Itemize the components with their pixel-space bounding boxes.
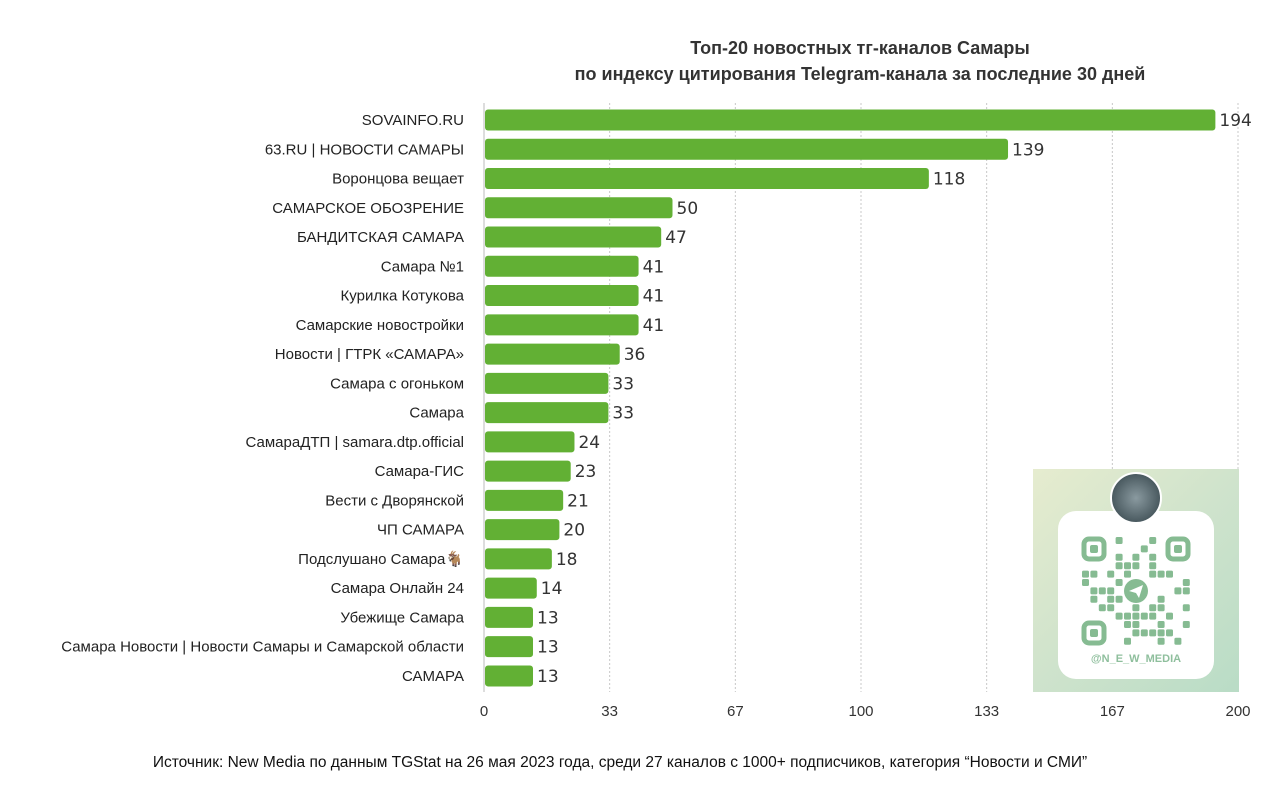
- x-tick-label: 67: [727, 703, 744, 720]
- bar: [485, 314, 639, 336]
- data-label: 20: [563, 521, 585, 541]
- source-note: Источник: New Media по данным TGStat на …: [152, 754, 1088, 771]
- data-label: 41: [643, 316, 665, 336]
- bar: [485, 577, 537, 599]
- x-tick-label: 0: [480, 703, 488, 720]
- bar: [485, 519, 560, 541]
- data-label: 21: [567, 491, 589, 511]
- data-label: 33: [612, 374, 634, 394]
- data-label: 13: [537, 667, 559, 687]
- x-tick-label: 33: [601, 703, 618, 720]
- category-label: САМАРА: [402, 668, 464, 685]
- chart-title: Топ-20 новостных тг-каналов Самары: [690, 38, 1030, 58]
- bar: [485, 138, 1009, 160]
- data-label: 50: [677, 199, 699, 219]
- category-label: 63.RU | НОВОСТИ САМАРЫ: [265, 141, 464, 158]
- bar: [485, 460, 571, 482]
- chart-subtitle: по индексу цитирования Telegram-канала з…: [574, 64, 1146, 84]
- data-label: 13: [537, 608, 559, 628]
- category-label: Убежище Самара: [340, 609, 464, 626]
- category-label: SOVAINFO.RU: [362, 112, 464, 129]
- bar: [485, 109, 1216, 131]
- x-tick-label: 133: [974, 703, 999, 720]
- bar: [485, 197, 673, 219]
- data-label: 139: [1012, 140, 1044, 160]
- data-label: 47: [665, 228, 687, 248]
- data-label: 41: [643, 257, 665, 277]
- category-label: Самара Новости | Новости Самары и Самарс…: [61, 639, 464, 656]
- category-label: СамараДТП | samara.dtp.official: [246, 434, 464, 451]
- x-tick-label: 200: [1225, 703, 1250, 720]
- data-label: 41: [643, 287, 665, 307]
- qr-code-inner: @N_E_W_MEDIA: [1058, 511, 1214, 679]
- category-label: Воронцова вещает: [332, 171, 464, 188]
- data-label: 33: [612, 404, 634, 424]
- qr-code-icon: [1081, 536, 1191, 646]
- data-label: 18: [556, 550, 578, 570]
- channel-handle: @N_E_W_MEDIA: [1090, 653, 1182, 665]
- bar: [485, 226, 662, 248]
- bar: [485, 402, 609, 424]
- bar: [485, 548, 552, 570]
- data-label: 14: [541, 579, 563, 599]
- bar: [485, 665, 534, 687]
- bar: [485, 168, 929, 190]
- category-label: Подслушано Самара🐐: [298, 550, 464, 568]
- category-label: Новости | ГТРК «САМАРА»: [275, 346, 464, 363]
- channel-avatar: [1110, 472, 1162, 524]
- bar: [485, 343, 620, 365]
- category-label: ЧП САМАРА: [377, 522, 464, 539]
- bar: [485, 431, 575, 453]
- bar: [485, 372, 609, 394]
- category-label: Самара с огоньком: [330, 375, 464, 392]
- category-label: Самара №1: [381, 258, 464, 275]
- category-label: Самарские новостройки: [296, 317, 464, 334]
- category-label: Самара Онлайн 24: [331, 580, 464, 597]
- x-tick-label: 100: [848, 703, 873, 720]
- data-label: 24: [578, 433, 600, 453]
- category-label: Вести с Дворянской: [325, 492, 464, 509]
- category-label: БАНДИТСКАЯ САМАРА: [297, 229, 464, 246]
- data-label: 23: [575, 462, 597, 482]
- bar: [485, 255, 639, 277]
- data-label: 194: [1219, 111, 1251, 131]
- data-label: 36: [624, 345, 646, 365]
- category-label: Самара-ГИС: [375, 463, 465, 480]
- bar: [485, 606, 534, 628]
- bar: [485, 489, 564, 511]
- data-label: 13: [537, 638, 559, 658]
- data-label: 118: [933, 170, 965, 190]
- bar: [485, 636, 534, 658]
- x-tick-label: 167: [1100, 703, 1125, 720]
- bar: [485, 285, 639, 307]
- category-label: Курилка Котукова: [341, 288, 465, 305]
- category-label: САМАРСКОЕ ОБОЗРЕНИЕ: [272, 200, 464, 217]
- category-label: Самара: [409, 405, 464, 422]
- qr-code-card: @N_E_W_MEDIA: [1033, 469, 1239, 692]
